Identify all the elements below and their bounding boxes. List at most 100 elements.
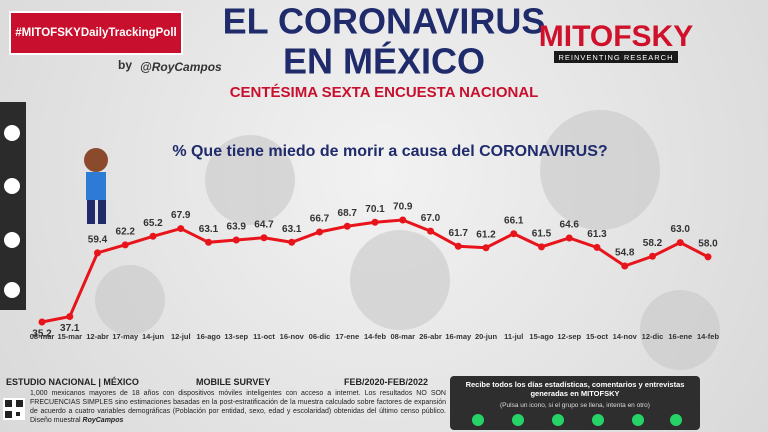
mode: MOBILE SURVEY (196, 377, 271, 387)
x-tick-label: 08-mar (390, 332, 415, 341)
point (121, 241, 129, 249)
point (593, 243, 601, 251)
value-label: 54.8 (615, 248, 635, 259)
value-label: 63.1 (282, 224, 302, 235)
point (316, 228, 323, 236)
study: ESTUDIO NACIONAL | MÉXICO (6, 377, 139, 387)
value-label: 64.7 (254, 219, 274, 230)
value-label: 67.0 (421, 213, 441, 224)
value-label: 61.5 (532, 228, 552, 239)
author: @RoyCampos (140, 60, 222, 74)
hashtag: #MITOFSKYDailyTrackingPoll (15, 27, 176, 39)
x-tick-label: 13-sep (224, 332, 248, 341)
youtube-icon[interactable] (4, 232, 20, 248)
x-tick-label: 16-may (445, 332, 472, 341)
x-tick-label: 16-ago (196, 332, 221, 341)
whatsapp-icons[interactable] (472, 414, 682, 426)
x-tick-label: 12-sep (557, 332, 581, 341)
value-label: 67.9 (171, 210, 191, 221)
value-label: 58.0 (698, 238, 718, 249)
point (205, 238, 212, 246)
title-line: EL CORONAVIRUS (223, 1, 546, 42)
point (149, 232, 157, 240)
character (84, 148, 108, 224)
value-label: 35.2 (32, 329, 52, 340)
methodology: 1,000 mexicanos mayores de 18 años con d… (30, 389, 446, 425)
value-label: 64.6 (560, 220, 580, 231)
x-tick-label: 06-dic (309, 332, 331, 341)
value-label: 61.2 (476, 229, 496, 240)
x-tick-label: 15-ago (529, 332, 554, 341)
by: by (118, 58, 132, 72)
brand: MITOFSKY (539, 20, 693, 53)
point (232, 236, 240, 244)
web-icon[interactable] (4, 282, 20, 298)
x-tick-label: 11-oct (253, 332, 275, 341)
value-label: 58.2 (643, 238, 663, 249)
point (343, 222, 351, 230)
point (621, 262, 629, 270)
point (177, 225, 185, 233)
x-tick-label: 12-jul (171, 332, 191, 341)
value-label: 68.7 (338, 208, 358, 219)
value-label: 66.1 (504, 215, 524, 226)
x-tick-label: 20-jun (475, 332, 498, 341)
x-tick-label: 17-may (112, 332, 139, 341)
tagline-band (554, 51, 678, 63)
point (704, 253, 712, 261)
promo-note: (Pulsa un icono, si el grupo se llena, i… (500, 402, 650, 409)
value-label: 59.4 (88, 234, 108, 245)
x-tick-label: 16-ene (668, 332, 692, 341)
point (427, 227, 434, 235)
brand-tagline: REINVENTING RESEARCH (558, 53, 673, 62)
background-virus (95, 110, 720, 370)
value-label: 61.3 (587, 229, 607, 240)
x-tick-label: 12-abr (86, 332, 109, 341)
x-tick-label: 11-jul (504, 332, 523, 341)
point (454, 242, 462, 250)
signature: RoyCampos (82, 417, 124, 424)
x-tick-label: 14-nov (613, 332, 638, 341)
x-tick-label: 15-oct (586, 332, 609, 341)
value-label: 63.9 (227, 222, 247, 233)
x-tick-label: 14-feb (364, 332, 387, 341)
subtitle: CENTÉSIMA SEXTA ENCUESTA NACIONAL (230, 84, 539, 101)
qr-code (3, 398, 25, 420)
value-label: 70.1 (365, 204, 385, 215)
point (371, 218, 379, 226)
point (66, 313, 74, 321)
x-tick-label: 08-mar (30, 332, 55, 341)
point (260, 234, 268, 242)
point (38, 318, 46, 326)
x-tick-label: 14-jun (142, 332, 165, 341)
value-label: 66.7 (310, 214, 330, 225)
chart-title: % Que tiene miedo de morir a causa del C… (172, 143, 607, 160)
title-line: EN MÉXICO (283, 41, 485, 82)
point (676, 239, 684, 247)
point (510, 230, 518, 238)
x-tick-label: 12-dic (642, 332, 664, 341)
x-tick-label: 16-nov (280, 332, 305, 341)
point (399, 216, 407, 224)
x-tick-label: 17-ene (335, 332, 359, 341)
point (288, 238, 296, 246)
facebook-icon[interactable] (4, 178, 20, 194)
promo: Recibe todos los días estadísticas, come… (465, 380, 685, 398)
value-label: 62.2 (116, 226, 136, 237)
method-text: 1,000 mexicanos mayores de 18 años con d… (30, 390, 446, 424)
value-label: 63.1 (199, 224, 219, 235)
hashtag-box (9, 11, 183, 55)
value-label: 63.0 (671, 224, 691, 235)
point (538, 243, 545, 251)
value-label: 65.2 (143, 218, 163, 229)
x-tick-label: 15-mar (57, 332, 82, 341)
point (649, 252, 656, 260)
value-label: 37.1 (60, 323, 80, 334)
value-label: 61.7 (449, 228, 469, 239)
point (482, 244, 490, 252)
point (565, 234, 573, 242)
twitter-icon[interactable] (4, 125, 20, 141)
value-label: 70.9 (393, 202, 413, 213)
